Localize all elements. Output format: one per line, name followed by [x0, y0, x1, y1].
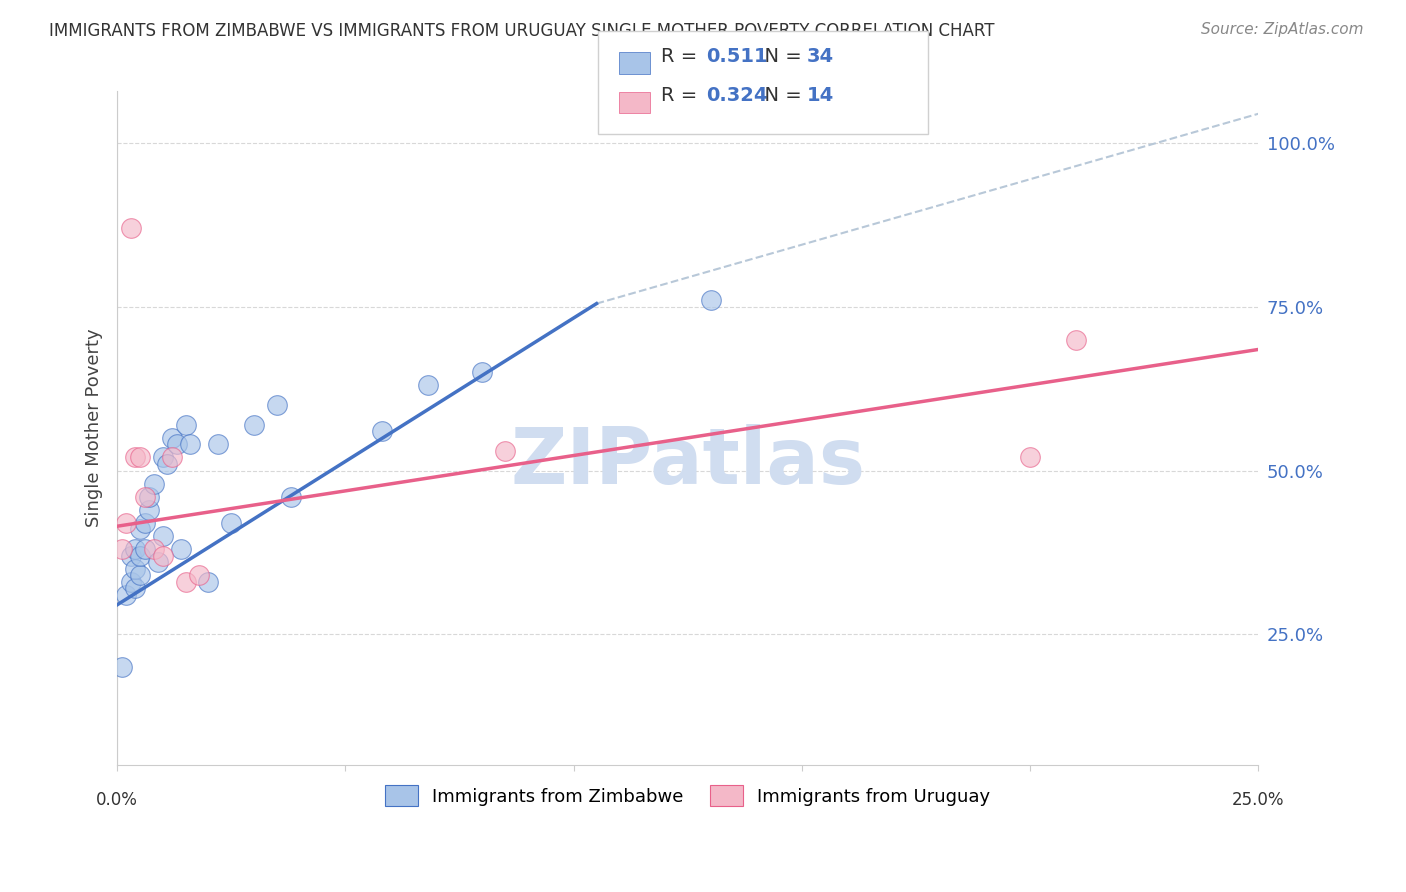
Text: ZIPatlas: ZIPatlas: [510, 424, 865, 500]
Point: [142, 476, 165, 491]
Point: [129, 450, 152, 465]
Point: [152, 549, 174, 563]
Text: 14: 14: [807, 86, 834, 105]
Point: [115, 516, 138, 530]
Point: [221, 516, 243, 530]
Point: [152, 450, 174, 465]
Point: [266, 398, 288, 412]
Point: [1064, 333, 1087, 347]
Text: 0.511: 0.511: [706, 46, 768, 66]
Point: [120, 549, 142, 563]
Point: [280, 490, 302, 504]
Point: [243, 417, 266, 432]
Point: [129, 549, 152, 563]
Point: [134, 516, 156, 530]
Point: [120, 221, 142, 235]
Point: [188, 568, 211, 582]
Text: 0.0%: 0.0%: [96, 791, 138, 809]
Point: [120, 574, 142, 589]
Point: [134, 542, 156, 557]
Text: N =: N =: [752, 86, 808, 105]
Point: [416, 378, 439, 392]
Point: [138, 503, 160, 517]
Point: [207, 437, 229, 451]
Point: [152, 529, 174, 543]
Point: [124, 562, 146, 576]
Text: 34: 34: [807, 46, 834, 66]
Point: [129, 568, 152, 582]
Point: [166, 437, 188, 451]
Point: [142, 542, 165, 557]
Point: [129, 523, 152, 537]
Legend: Immigrants from Zimbabwe, Immigrants from Uruguay: Immigrants from Zimbabwe, Immigrants fro…: [378, 778, 998, 814]
Point: [471, 365, 494, 379]
Point: [160, 431, 183, 445]
Point: [197, 574, 219, 589]
Text: 25.0%: 25.0%: [1232, 791, 1285, 809]
Y-axis label: Single Mother Poverty: Single Mother Poverty: [86, 328, 103, 527]
Text: Source: ZipAtlas.com: Source: ZipAtlas.com: [1201, 22, 1364, 37]
Point: [170, 542, 193, 557]
Point: [174, 574, 197, 589]
Point: [124, 542, 146, 557]
Point: [124, 582, 146, 596]
Point: [699, 293, 721, 308]
Point: [124, 450, 146, 465]
Text: N =: N =: [752, 46, 808, 66]
Point: [134, 490, 156, 504]
Point: [111, 660, 134, 674]
Point: [148, 555, 170, 569]
Point: [156, 457, 179, 471]
Point: [371, 425, 394, 439]
Point: [115, 588, 138, 602]
Point: [174, 417, 197, 432]
Point: [160, 450, 183, 465]
Point: [494, 444, 516, 458]
Text: R =: R =: [661, 86, 703, 105]
Text: 0.324: 0.324: [706, 86, 768, 105]
Point: [179, 437, 201, 451]
Point: [1019, 450, 1042, 465]
Text: IMMIGRANTS FROM ZIMBABWE VS IMMIGRANTS FROM URUGUAY SINGLE MOTHER POVERTY CORREL: IMMIGRANTS FROM ZIMBABWE VS IMMIGRANTS F…: [49, 22, 994, 40]
Text: R =: R =: [661, 46, 703, 66]
Point: [111, 542, 134, 557]
Point: [138, 490, 160, 504]
